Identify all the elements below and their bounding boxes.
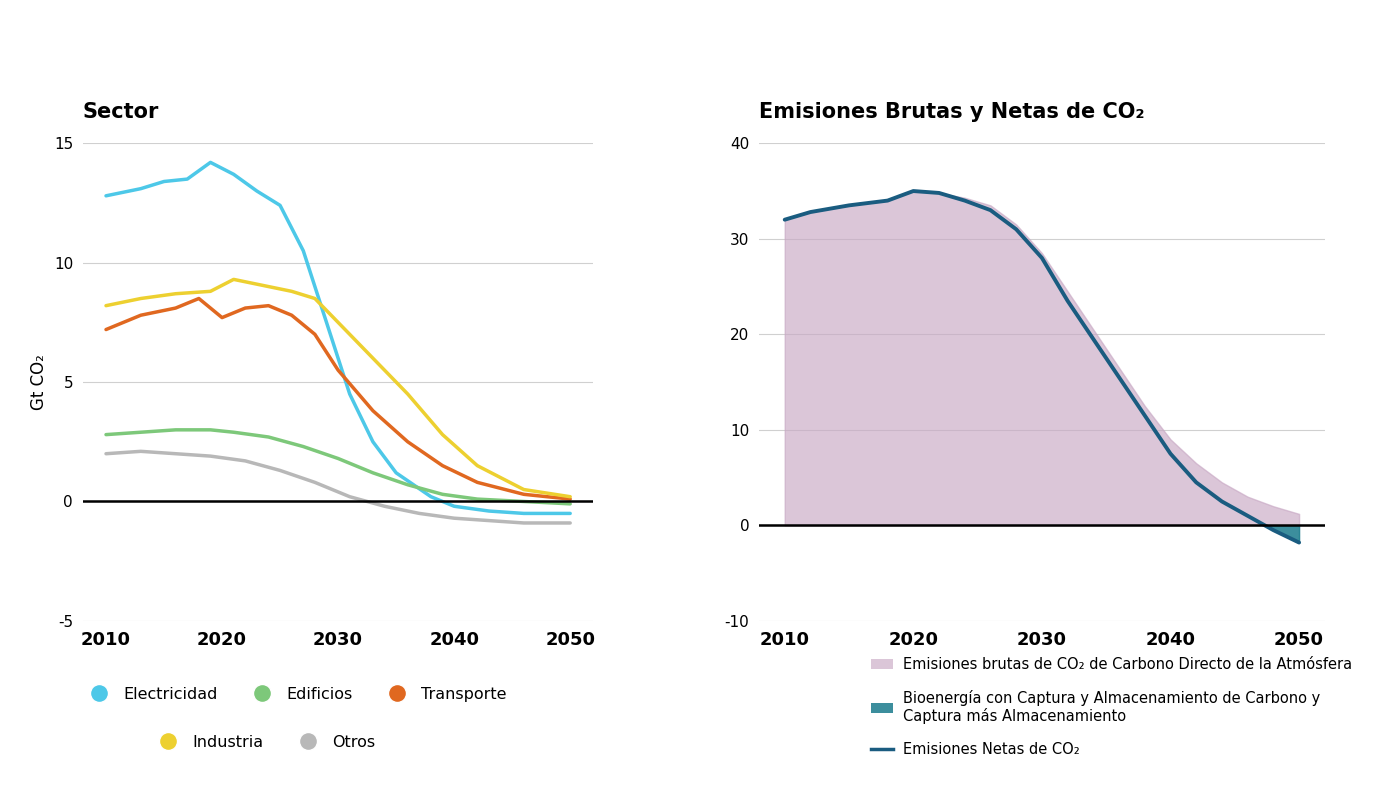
Legend: Electricidad, Edificios, Transporte: Electricidad, Edificios, Transporte — [77, 681, 513, 708]
Text: Sector: Sector — [83, 102, 159, 123]
Y-axis label: Gt CO₂: Gt CO₂ — [30, 354, 48, 410]
Legend: Industria, Otros: Industria, Otros — [146, 728, 382, 756]
Text: Emisiones Brutas y Netas de CO₂: Emisiones Brutas y Netas de CO₂ — [759, 102, 1144, 123]
Legend: Emisiones brutas de CO₂ de Carbono Directo de la Atmósfera, Bioenergía con Captu: Emisiones brutas de CO₂ de Carbono Direc… — [871, 657, 1352, 757]
